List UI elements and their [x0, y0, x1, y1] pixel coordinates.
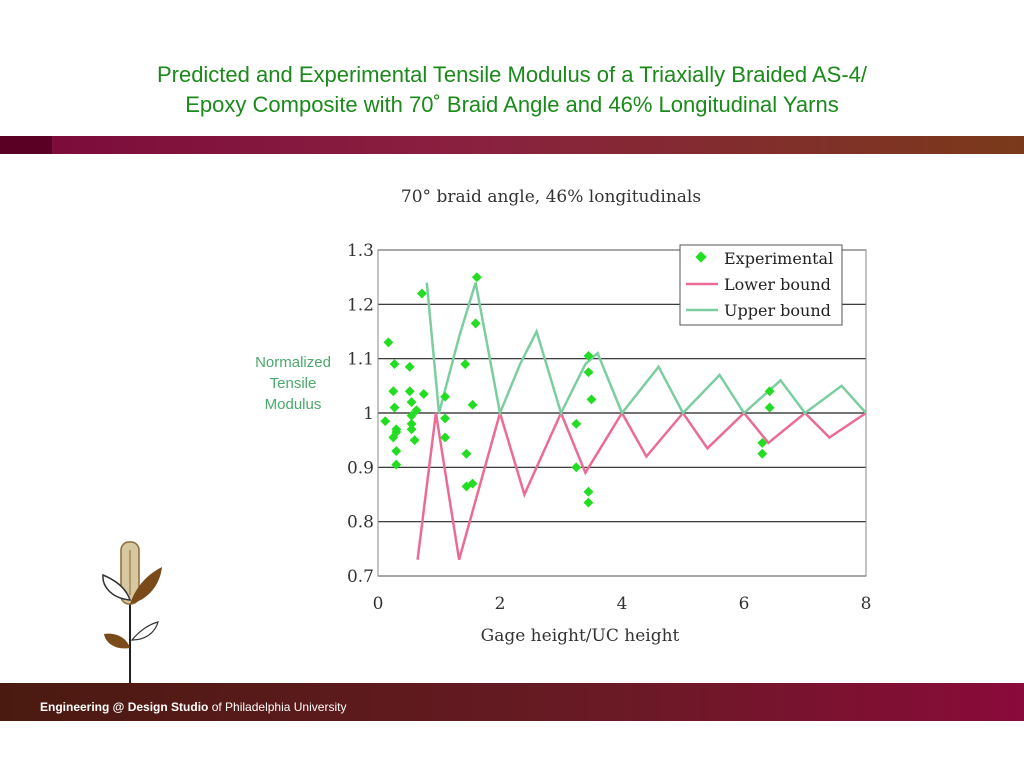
experimental-point	[467, 478, 478, 489]
experimental-point	[409, 435, 420, 446]
experimental-point	[757, 448, 768, 459]
footer-text: Engineering @ Design Studio of Philadelp…	[40, 700, 346, 714]
footer-studio-name: Engineering @ Design Studio	[40, 700, 209, 714]
band-segment	[0, 136, 52, 154]
x-axis-label: Gage height/UC height	[481, 626, 680, 646]
y-tick-label: 0.7	[347, 567, 374, 587]
experimental-point	[471, 272, 482, 283]
x-tick-label: 2	[495, 594, 506, 614]
footer-university: of Philadelphia University	[208, 700, 347, 714]
legend-marker-experimental	[695, 251, 707, 263]
legend-label-experimental: Experimental	[724, 249, 833, 268]
experimental-point	[470, 318, 481, 329]
experimental-point	[404, 361, 415, 372]
footer-band	[0, 683, 1024, 721]
experimental-point	[389, 402, 400, 413]
experimental-point	[440, 391, 451, 402]
experimental-point	[411, 405, 422, 416]
y-axis-label-line: Normalized	[255, 354, 331, 371]
slide-title: Predicted and Experimental Tensile Modul…	[60, 60, 964, 120]
experimental-point	[583, 497, 594, 508]
experimental-point	[380, 416, 391, 427]
x-tick-label: 0	[373, 594, 384, 614]
y-tick-labels: 0.7 0.8 0.9 1 1.1 1.2 1.3	[347, 241, 374, 587]
y-tick-label: 1.2	[347, 295, 374, 315]
experimental-point	[583, 367, 594, 378]
experimental-point	[757, 437, 768, 448]
experimental-point	[406, 397, 417, 408]
experimental-point	[391, 459, 402, 470]
lower-bound-line	[416, 408, 867, 561]
experimental-point	[418, 389, 429, 399]
x-tick-label: 8	[861, 594, 872, 614]
chart-title: 70° braid angle, 46% longitudinals	[401, 187, 701, 207]
experimental-point	[571, 462, 582, 473]
legend-label-upper-bound: Upper bound	[724, 301, 831, 320]
y-tick-label: 0.8	[347, 513, 374, 533]
experimental-point	[586, 394, 597, 405]
experimental-point	[461, 448, 472, 459]
slide-title-line2: Epoxy Composite with 70˚ Braid Angle and…	[185, 92, 839, 117]
experimental-point	[388, 386, 399, 397]
experimental-point	[467, 399, 478, 410]
experimental-point	[406, 424, 417, 435]
experimental-point	[764, 386, 775, 397]
plant-logo	[102, 541, 162, 700]
y-tick-label: 0.9	[347, 458, 374, 478]
experimental-point	[583, 486, 594, 497]
x-tick-label: 4	[617, 594, 628, 614]
experimental-point	[583, 350, 594, 361]
experimental-point	[406, 418, 417, 429]
legend-label-lower-bound: Lower bound	[724, 275, 831, 294]
experimental-point	[391, 446, 402, 456]
experimental-point	[571, 418, 582, 429]
experimental-point	[460, 359, 471, 370]
title-divider-band	[0, 136, 1024, 154]
experimental-point	[440, 432, 451, 443]
bound-lines	[416, 282, 867, 561]
x-tick-labels: 0 2 4 6 8	[373, 594, 872, 614]
slide-title-line1: Predicted and Experimental Tensile Modul…	[156, 62, 868, 87]
experimental-point	[383, 337, 394, 348]
y-axis-label: Normalized Tensile Modulus	[238, 352, 348, 415]
experimental-point	[440, 413, 451, 424]
y-tick-label: 1.3	[347, 241, 374, 261]
x-tick-label: 6	[739, 594, 750, 614]
experimental-point	[764, 402, 775, 413]
y-axis-label-line: Modulus	[264, 396, 322, 413]
y-axis-label-line: Tensile	[269, 375, 317, 392]
experimental-point	[404, 386, 415, 397]
upper-bound-line	[425, 282, 867, 418]
y-tick-label: 1	[363, 404, 374, 424]
legend: Experimental Lower bound Upper bound	[679, 244, 843, 326]
y-tick-label: 1.1	[347, 350, 374, 370]
experimental-point	[389, 359, 400, 370]
experimental-point	[416, 288, 427, 299]
